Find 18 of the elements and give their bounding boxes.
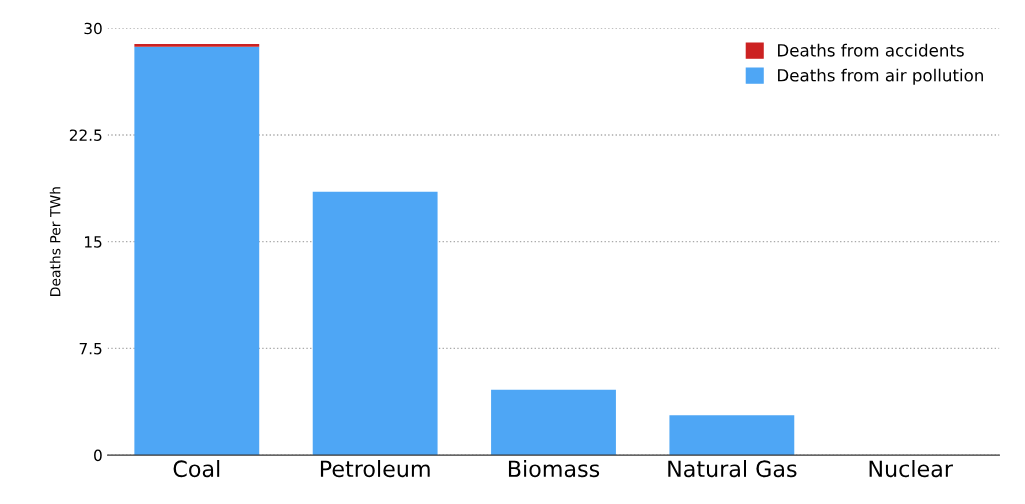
y-tick-label: 22.5 xyxy=(69,129,102,141)
legend-label: Deaths from air pollution xyxy=(778,68,983,85)
x-tick-label: Petroleum xyxy=(320,459,430,478)
bar xyxy=(491,389,616,456)
y-tick-label: 7.5 xyxy=(79,343,102,355)
legend-label: Deaths from accidents xyxy=(778,43,964,57)
bar xyxy=(312,191,438,456)
bar xyxy=(134,43,260,47)
y-tick-label: 15 xyxy=(85,236,102,248)
x-tick-label: Biomass xyxy=(508,459,600,478)
x-tick-label: Coal xyxy=(173,459,220,478)
bar xyxy=(134,46,260,456)
x-tick-label: Natural Gas xyxy=(668,459,797,478)
y-axis-title: Deaths Per TWh xyxy=(49,187,61,296)
x-tick-label: Nuclear xyxy=(869,459,953,478)
bar xyxy=(669,415,795,456)
y-tick-label: 0 xyxy=(94,449,102,462)
y-tick-label: 30 xyxy=(84,22,102,35)
